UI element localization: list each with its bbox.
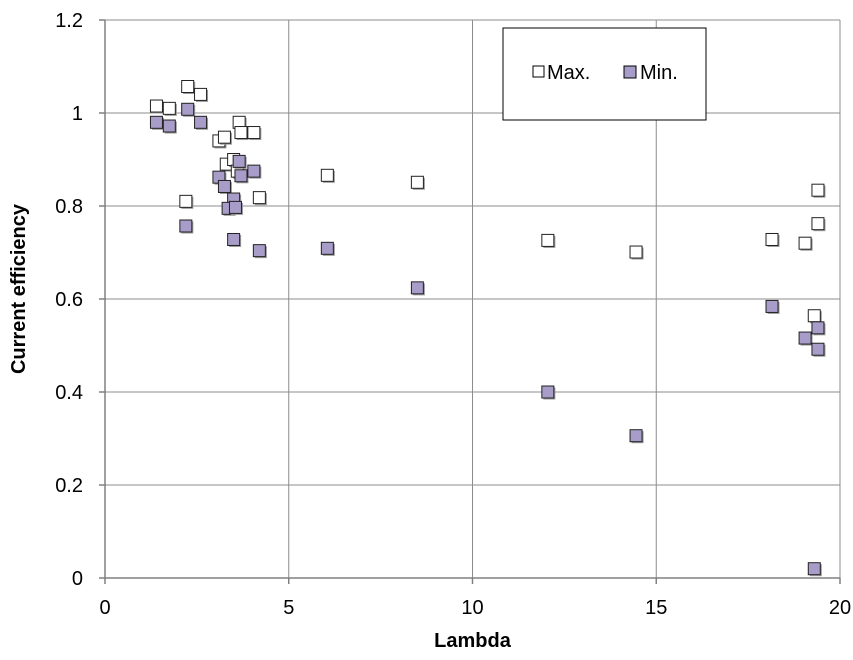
x-tick-label: 5 xyxy=(283,597,294,619)
y-tick-label: 0 xyxy=(72,568,83,590)
min-data-point xyxy=(228,200,242,214)
min-data-point xyxy=(807,562,821,576)
min-data-point xyxy=(247,164,261,178)
min-data-point xyxy=(234,169,248,183)
axis-layer xyxy=(99,19,841,584)
min-data-point xyxy=(181,102,195,116)
legend-swatch-max xyxy=(532,65,545,78)
max-data-point xyxy=(162,101,176,115)
max-data-point xyxy=(811,217,825,231)
max-data-point xyxy=(410,175,424,189)
min-data-point xyxy=(320,241,334,255)
y-tick-label: 0.2 xyxy=(55,475,83,497)
max-data-point xyxy=(181,79,195,93)
min-data-point xyxy=(811,342,825,356)
max-data-point xyxy=(194,87,208,101)
max-data-point xyxy=(217,130,231,144)
min-data-point xyxy=(227,232,241,246)
max-data-point xyxy=(798,236,812,250)
grid-layer xyxy=(105,19,841,578)
y-tick-label: 0.6 xyxy=(55,289,83,311)
min-data-point xyxy=(811,321,825,335)
legend-swatch-min xyxy=(623,65,637,79)
max-data-point xyxy=(234,126,248,140)
legend-label-min: Min. xyxy=(640,62,678,84)
y-tick-label: 1 xyxy=(72,103,83,125)
min-data-point xyxy=(149,115,163,129)
y-tick-label: 0.8 xyxy=(55,196,83,218)
y-axis-title: Current efficiency xyxy=(8,203,30,374)
min-data-point xyxy=(798,331,812,345)
min-data-point xyxy=(541,385,555,399)
legend: Max. Min. xyxy=(502,27,707,121)
max-data-point xyxy=(320,168,334,182)
max-data-point xyxy=(765,232,779,246)
max-data-point xyxy=(179,194,193,208)
legend-label-max: Max. xyxy=(547,62,590,84)
x-tick-label: 0 xyxy=(99,597,110,619)
max-data-point xyxy=(247,126,261,140)
min-data-point xyxy=(629,429,643,443)
max-data-point xyxy=(629,245,643,259)
min-data-point xyxy=(232,154,246,168)
y-tick-label: 1.2 xyxy=(55,10,83,32)
max-data-point xyxy=(811,183,825,197)
data-point-layer xyxy=(149,79,826,577)
tick-label-layer: 0 0.2 0.4 0.6 0.8 1 1.2 0 5 10 15 20 xyxy=(55,10,851,619)
x-tick-label: 10 xyxy=(461,597,483,619)
min-data-point xyxy=(252,244,266,258)
min-data-point xyxy=(410,281,424,295)
max-data-point xyxy=(807,309,821,323)
max-data-point xyxy=(541,233,555,247)
x-tick-label: 15 xyxy=(645,597,667,619)
min-data-point xyxy=(162,119,176,133)
y-tick-label: 0.4 xyxy=(55,382,83,404)
max-data-point xyxy=(149,99,163,113)
min-data-point xyxy=(765,299,779,313)
max-data-point xyxy=(252,191,266,205)
x-tick-label: 20 xyxy=(829,597,851,619)
min-data-point xyxy=(217,179,231,193)
x-axis-title: Lambda xyxy=(434,630,512,652)
min-data-point xyxy=(179,219,193,233)
min-data-point xyxy=(194,115,208,129)
